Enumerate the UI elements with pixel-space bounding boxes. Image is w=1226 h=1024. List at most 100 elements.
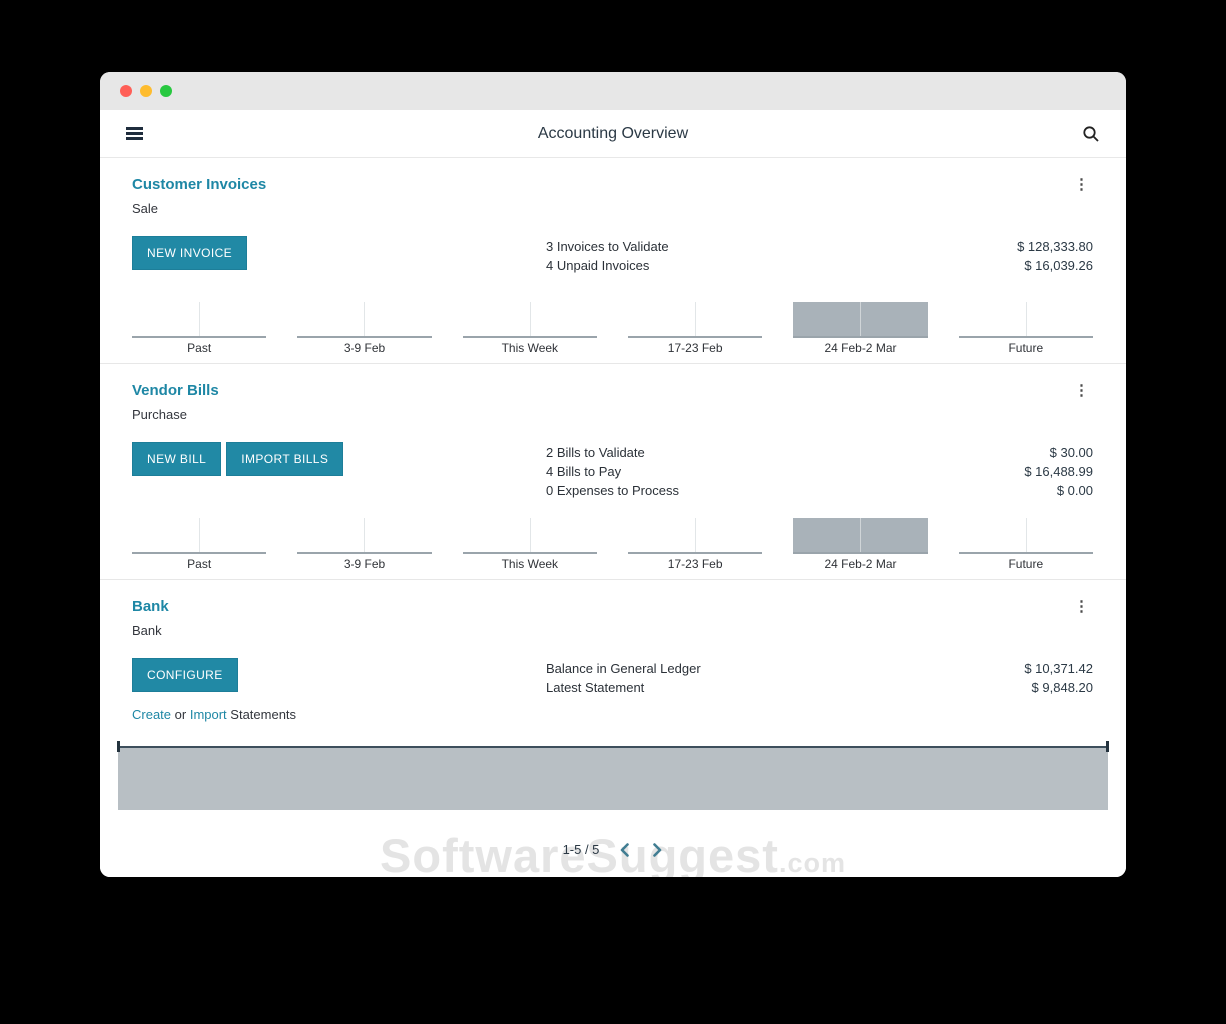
- chart-tick-line: [364, 518, 366, 554]
- chart-baseline: [958, 552, 1093, 554]
- stat-label: 4 Bills to Pay: [546, 464, 622, 479]
- top-navbar: Accounting Overview: [100, 110, 1126, 158]
- page-title: Accounting Overview: [537, 124, 689, 142]
- stat-row[interactable]: 4 Bills to Pay $ 16,488.99: [546, 462, 1093, 481]
- configure-button[interactable]: CONFIGURE: [132, 658, 238, 692]
- chart-baseline: [297, 336, 432, 338]
- kebab-menu-icon[interactable]: ⋮: [1074, 382, 1089, 399]
- search-icon[interactable]: [1082, 125, 1100, 143]
- chart-period-label: This Week: [501, 341, 559, 355]
- chart-baseline: [132, 552, 267, 554]
- zoom-window-button[interactable]: [160, 85, 172, 97]
- stat-amount: $ 128,333.80: [1017, 239, 1093, 254]
- stat-amount: $ 16,039.26: [1024, 258, 1093, 273]
- stat-row[interactable]: 0 Expenses to Process $ 0.00: [546, 481, 1093, 500]
- chart-baseline: [627, 336, 763, 338]
- chart-period-label: Future: [1008, 341, 1044, 355]
- chart-baseline: [462, 552, 597, 554]
- card-subtitle: Bank: [132, 623, 162, 638]
- stat-row[interactable]: Balance in General Ledger $ 10,371.42: [546, 659, 1093, 678]
- chevron-right-icon[interactable]: [651, 842, 663, 857]
- chart-period-label: 17-23 Feb: [667, 341, 723, 355]
- chart-column-24-feb-2-mar[interactable]: [793, 302, 928, 338]
- chart-baseline: [793, 336, 928, 338]
- stat-row[interactable]: Latest Statement $ 9,848.20: [546, 678, 1093, 697]
- window-titlebar: [100, 72, 1126, 110]
- chart-tick-line: [1025, 302, 1027, 338]
- kebab-menu-icon[interactable]: ⋮: [1074, 598, 1089, 615]
- chart-tick-line: [529, 302, 531, 338]
- watermark: SoftwareSuggest .com: [100, 822, 1126, 877]
- chart-tick-line: [695, 518, 697, 554]
- chart-baseline: [958, 336, 1093, 338]
- chart-baseline: [627, 552, 763, 554]
- chart-period-label: 17-23 Feb: [667, 557, 723, 571]
- chart-column-past[interactable]: [132, 518, 267, 554]
- card-stats: 3 Invoices to Validate $ 128,333.80 4 Unpa…: [546, 236, 1093, 275]
- chart-tick-line: [364, 302, 366, 338]
- footer-bar: SoftwareSuggest .com 1-5 / 5: [100, 822, 1126, 877]
- dashboard-card-vendor-bills: Vendor Bills Purchase ⋮ NEW BILL IMPORT BILL…: [100, 364, 1126, 580]
- chart-period-label: 3-9 Feb: [343, 557, 386, 571]
- create-statement-link[interactable]: Create: [132, 707, 172, 722]
- chevron-left-icon[interactable]: [619, 842, 631, 857]
- links-line-text: Statements: [226, 707, 297, 722]
- stat-amount: $ 9,848.20: [1031, 680, 1093, 695]
- chart-column-past[interactable]: [132, 302, 267, 338]
- import-bills-button[interactable]: IMPORT BILLS: [226, 442, 344, 476]
- chart-column-17-23-feb[interactable]: [627, 518, 763, 554]
- chart-tick-line: [529, 518, 531, 554]
- chart-tick-line: [1025, 518, 1027, 554]
- mini-bar-chart: Past 3-9 Feb This Week 17-23 Feb 24 Feb-2 Ma…: [132, 518, 1093, 579]
- stat-label: Balance in General Ledger: [546, 661, 701, 676]
- chart-baseline: [462, 336, 597, 338]
- statements-links-line: Create or Import Statements: [132, 707, 546, 722]
- dashboard-cards: Customer Invoices Sale ⋮ NEW INVOICE 3 Invoi…: [100, 158, 1126, 742]
- chart-column-24-feb-2-mar[interactable]: [793, 518, 928, 554]
- chart-period-label: 3-9 Feb: [343, 341, 386, 355]
- chart-period-label: This Week: [501, 557, 559, 571]
- pager: 1-5 / 5: [563, 842, 664, 857]
- chart-column-future[interactable]: [958, 302, 1093, 338]
- import-statement-link[interactable]: Import: [189, 707, 227, 722]
- chart-column-future[interactable]: [958, 518, 1093, 554]
- stat-amount: $ 30.00: [1049, 445, 1093, 460]
- stat-label: 4 Unpaid Invoices: [546, 258, 650, 273]
- highlighted-card-placeholder: [117, 741, 1109, 810]
- stat-row[interactable]: 4 Unpaid Invoices $ 16,039.26: [546, 256, 1093, 275]
- kebab-menu-icon[interactable]: ⋮: [1074, 176, 1089, 193]
- dashboard-content: Customer Invoices Sale ⋮ NEW INVOICE 3 Invoi…: [100, 158, 1126, 822]
- chart-tick-line: [199, 518, 201, 554]
- chart-period-label: Future: [1008, 557, 1044, 571]
- chart-period-label: 24 Feb-2 Mar: [824, 341, 897, 355]
- chart-baseline: [297, 552, 432, 554]
- chart-column-this-week[interactable]: [462, 302, 597, 338]
- watermark-suffix: .com: [778, 848, 846, 877]
- stat-label: 3 Invoices to Validate: [546, 239, 669, 254]
- stat-row[interactable]: 2 Bills to Validate $ 30.00: [546, 443, 1093, 462]
- watermark-text: SoftwareSuggest: [380, 829, 779, 877]
- card-subtitle: Purchase: [132, 407, 187, 422]
- card-title: Customer Invoices: [132, 176, 267, 193]
- card-title: Bank: [132, 598, 169, 615]
- chart-period-label: Past: [187, 341, 212, 355]
- hamburger-menu-icon[interactable]: [126, 127, 143, 140]
- chart-tick-line: [199, 302, 201, 338]
- chart-tick-line: [695, 302, 697, 338]
- close-window-button[interactable]: [120, 85, 132, 97]
- new-bill-button[interactable]: NEW BILL: [132, 442, 222, 476]
- chart-baseline: [132, 336, 267, 338]
- chart-column-3-9-feb[interactable]: [297, 302, 432, 338]
- app-window: Accounting Overview Customer Invoices Sal…: [100, 72, 1126, 877]
- new-invoice-button[interactable]: NEW INVOICE: [132, 236, 248, 270]
- card-stats: Balance in General Ledger $ 10,371.42 Late…: [546, 658, 1093, 697]
- stat-row[interactable]: 3 Invoices to Validate $ 128,333.80: [546, 237, 1093, 256]
- stat-amount: $ 16,488.99: [1024, 464, 1093, 479]
- chart-bar-divider: [860, 518, 862, 554]
- chart-column-17-23-feb[interactable]: [627, 302, 763, 338]
- chart-column-this-week[interactable]: [462, 518, 597, 554]
- chart-bar: [793, 518, 928, 554]
- minimize-window-button[interactable]: [140, 85, 152, 97]
- stat-amount: $ 10,371.42: [1024, 661, 1093, 676]
- chart-column-3-9-feb[interactable]: [297, 518, 432, 554]
